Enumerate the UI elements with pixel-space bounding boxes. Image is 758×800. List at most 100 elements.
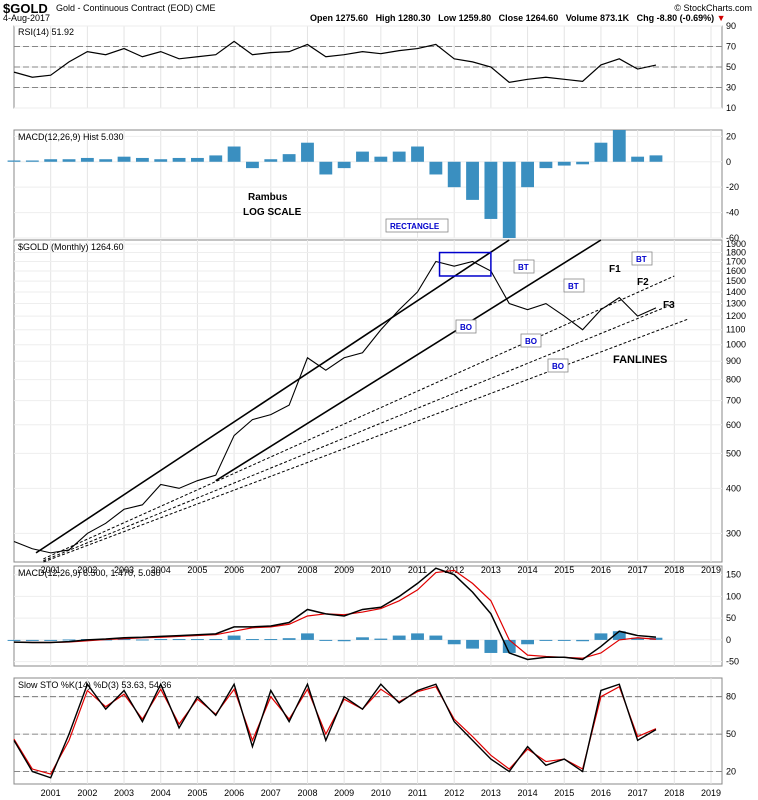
bo-label-2-box: [520, 333, 542, 348]
macd-histogram-bar: [447, 639, 461, 645]
x-tick-label: 2001: [41, 788, 61, 798]
macd-hist-bar: [301, 142, 314, 162]
x-tick-label: 2014: [518, 788, 538, 798]
panel-frame-macd: [13, 565, 723, 667]
x-tick-label: 2011: [408, 565, 427, 575]
macd-hist-bar: [135, 157, 149, 162]
macd-hist-bar: [447, 161, 461, 188]
x-tick-label: 2013: [481, 788, 501, 798]
macd-hist-bar: [246, 161, 259, 169]
y-tick-label: -60: [726, 233, 739, 243]
x-tick-label: 2002: [77, 788, 97, 798]
macd-hist-bar: [539, 161, 553, 169]
volume-value: Volume 873.1K: [565, 13, 630, 23]
macd-histogram-bar: [62, 639, 76, 641]
macd-hist-bar: [62, 159, 76, 162]
macd-hist-bar: [429, 161, 443, 175]
macd-hist-bar: [264, 159, 278, 162]
macd-histogram-bar: [282, 638, 296, 640]
y-tick-label: 50: [726, 62, 736, 72]
x-tick-label: 2005: [187, 565, 207, 575]
macd-histogram-bar: [594, 633, 608, 640]
y-tick-label: 90: [726, 21, 736, 31]
x-tick-label: 2004: [151, 565, 171, 575]
open-value: Open 1275.60: [310, 13, 369, 23]
fanlines-label: FANLINES: [613, 354, 667, 366]
macd-hist-bar: [191, 157, 204, 162]
y-tick-label: 900: [726, 356, 741, 366]
macd-histogram-bar: [466, 639, 479, 649]
macd-hist-bar: [99, 159, 113, 162]
y-tick-label: -50: [726, 657, 739, 667]
y-tick-label: -20: [726, 182, 739, 192]
x-tick-label: 2006: [224, 788, 244, 798]
x-tick-label: 2016: [591, 788, 611, 798]
x-tick-label: 2009: [334, 565, 354, 575]
macd-histogram-bar: [7, 639, 21, 641]
bt-label-3-box: [631, 251, 653, 266]
bo-label-1-box: [455, 319, 477, 334]
annotation-log-scale: LOG SCALE: [243, 207, 302, 218]
stoch-d-line: [13, 685, 657, 775]
macd-hist-bar: [594, 142, 608, 162]
stoch-k-line: [13, 682, 657, 779]
macd-hist-bar: [576, 161, 590, 165]
x-tick-label: 2008: [297, 565, 317, 575]
panel-frame-stochastic: [13, 677, 723, 785]
bt-label-2: BT: [568, 282, 579, 291]
macd-hist-bar: [227, 146, 241, 162]
x-tick-label: 2017: [628, 788, 648, 798]
fanline-f1: [43, 275, 675, 560]
macd-histogram-bar: [209, 639, 223, 641]
macd-histogram-bar: [631, 637, 645, 640]
macd-histogram-bar: [612, 631, 626, 640]
y-tick-label: 100: [726, 591, 741, 601]
bo-label-1: BO: [460, 323, 472, 332]
macd-hist-bar: [521, 161, 534, 188]
macd-histogram-bar: [264, 639, 278, 641]
macd-histogram-bar: [374, 638, 388, 640]
x-tick-label: 2009: [334, 788, 354, 798]
y-tick-label: 1100: [726, 325, 745, 335]
high-value: High 1280.30: [375, 13, 431, 23]
fanline-f3: [43, 318, 690, 563]
x-tick-label: 2003: [114, 565, 134, 575]
macd-hist-panel-title: MACD(12,26,9) Hist 5.030: [18, 132, 124, 142]
macd-histogram-bar: [25, 639, 39, 641]
macd-panel-title: MACD(12,26,9) 6.500, 1.470, 5.030: [18, 568, 161, 578]
macd-histogram-bar: [301, 633, 314, 640]
macd-histogram-bar: [117, 639, 131, 641]
y-tick-label: 1600: [726, 266, 746, 276]
macd-hist-bar: [172, 157, 186, 162]
price-panel-title: $GOLD (Monthly) 1264.60: [18, 242, 124, 252]
macd-hist-bar: [25, 160, 39, 162]
y-tick-label: 50: [726, 729, 736, 739]
macd-histogram-bar: [319, 639, 333, 641]
macd-histogram-bar: [172, 639, 186, 641]
y-tick-label: 400: [726, 483, 741, 493]
rsi-line: [13, 40, 657, 84]
macd-histogram-bar: [356, 637, 369, 640]
y-tick-label: 1400: [726, 287, 746, 297]
annotation-rambus: Rambus: [248, 192, 288, 203]
symbol-title: $GOLD: [3, 1, 48, 16]
y-tick-label: 20: [726, 131, 736, 141]
down-arrow-icon: ▼: [716, 13, 726, 23]
macd-hist-bar: [209, 155, 223, 162]
x-tick-label: 2005: [187, 788, 207, 798]
macd-histogram-bar: [154, 639, 168, 641]
y-tick-label: 30: [726, 83, 736, 93]
fanline-f3-label: F3: [663, 300, 675, 311]
y-tick-label: 1700: [726, 257, 746, 267]
bo-label-3-box: [547, 358, 569, 373]
y-tick-label: 800: [726, 375, 741, 385]
y-tick-label: -40: [726, 208, 739, 218]
y-tick-label: 150: [726, 570, 741, 580]
x-tick-label: 2007: [261, 565, 281, 575]
y-tick-label: 20: [726, 767, 736, 777]
x-tick-label: 2010: [371, 565, 391, 575]
rectangle-label-box: [385, 218, 449, 233]
upper-channel-trendline: [35, 239, 510, 554]
lower-channel-trendline: [215, 239, 602, 482]
change-value: Chg -8.80 (-0.69%): [636, 13, 715, 23]
